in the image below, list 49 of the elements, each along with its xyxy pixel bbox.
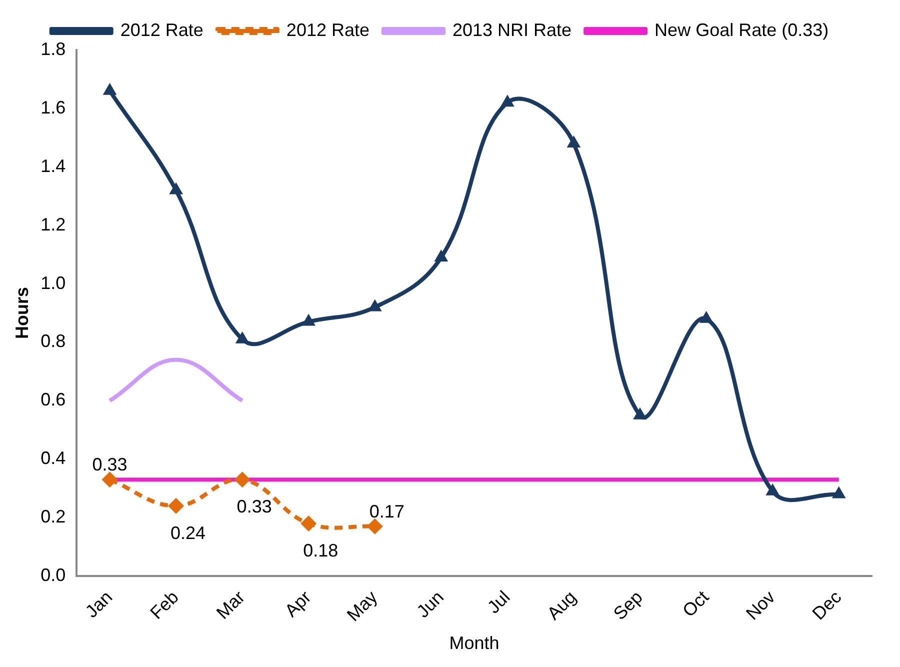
x-axis-title: Month [449, 633, 500, 654]
data-label: 0.33 [92, 454, 128, 475]
data-label: 0.17 [369, 501, 404, 522]
y-tick-label: 0.2 [40, 506, 66, 527]
y-tick-label: 1.8 [40, 38, 66, 59]
x-tick-label: May [343, 586, 382, 626]
legend-label: 2012 Rate [286, 20, 370, 40]
point [500, 94, 514, 107]
point [168, 498, 184, 514]
point [633, 407, 647, 420]
point [302, 314, 316, 326]
x-tick-label: Apr [280, 586, 315, 621]
point [300, 515, 317, 532]
data-label: 0.33 [236, 496, 272, 517]
y-tick-label: 1.6 [40, 97, 66, 118]
y-tick-label: 0.4 [40, 448, 66, 468]
point [102, 472, 118, 488]
data-label: 0.18 [303, 540, 338, 560]
y-tick-label: 0.8 [40, 331, 66, 352]
y-tick-label: 1.2 [40, 214, 66, 234]
point [566, 136, 581, 148]
point [234, 472, 250, 488]
y-tick-label: 0.0 [40, 565, 66, 586]
x-tick-label: Jul [483, 586, 514, 618]
point [699, 310, 714, 323]
y-tick-label: 0.6 [40, 390, 66, 410]
x-tick-label: Aug [543, 586, 580, 624]
legend-label: 2012 Rate [120, 20, 204, 40]
point [235, 331, 250, 344]
x-tick-label: Dec [808, 586, 846, 624]
point [169, 182, 183, 194]
legend-label: New Goal Rate (0.33) [654, 20, 829, 40]
x-tick-label: Jan [81, 586, 116, 622]
legend-label: 2013 NRI Rate [452, 20, 572, 40]
point [766, 483, 780, 496]
point [434, 250, 448, 262]
x-tick-label: Jun [412, 586, 448, 622]
point [102, 82, 117, 95]
point [832, 486, 846, 498]
x-tick-label: Oct [678, 586, 713, 621]
x-tick-label: Mar [212, 586, 249, 623]
y-tick-label: 1.4 [40, 156, 66, 176]
x-tick-label: Feb [146, 586, 182, 623]
x-tick-label: Nov [742, 586, 779, 624]
x-tick-label: Sep [610, 586, 646, 624]
point [366, 518, 383, 534]
y-tick-label: 1.0 [40, 272, 66, 293]
y-axis-title: Hours [12, 287, 32, 340]
data-label: 0.24 [170, 522, 206, 543]
